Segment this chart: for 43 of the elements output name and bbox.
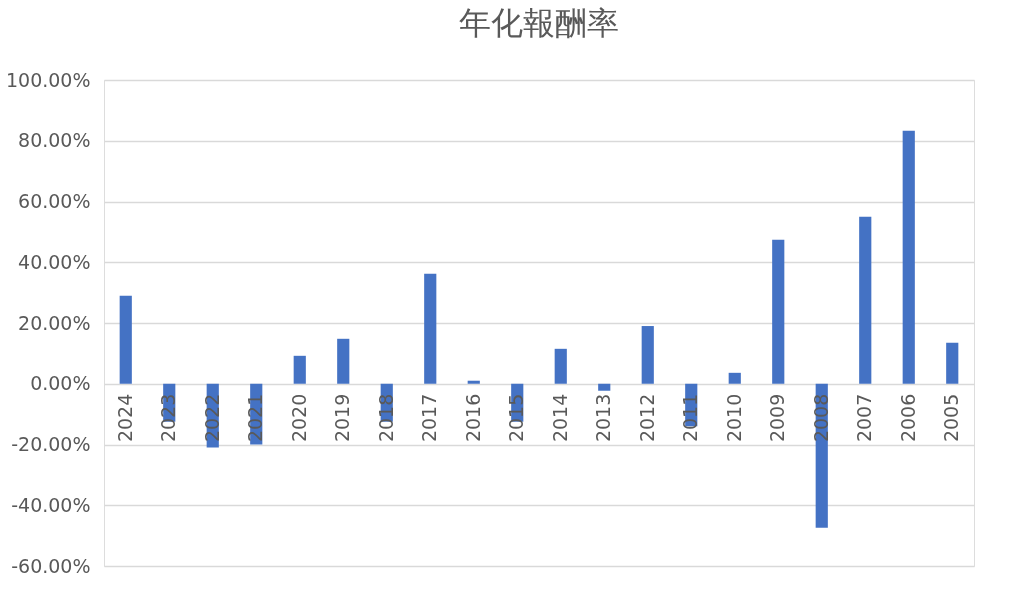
bar (467, 380, 480, 384)
chart-title: 年化報酬率 (459, 4, 619, 42)
x-tick-label: 2009 (766, 393, 789, 443)
y-tick-label: 0.00% (30, 372, 91, 395)
x-tick-label: 2015 (505, 393, 528, 443)
x-tick-label: 2020 (287, 393, 310, 443)
x-tick-label: 2019 (331, 393, 354, 443)
x-tick-label: 2024 (113, 393, 136, 443)
y-tick-label: 20.00% (18, 311, 91, 334)
bar (293, 355, 306, 384)
bar (554, 348, 567, 384)
x-tick-label: 2014 (548, 393, 571, 443)
bar (337, 338, 350, 384)
bar (598, 383, 611, 391)
x-tick-label: 2007 (853, 393, 876, 443)
y-tick-label: 100.00% (5, 68, 91, 91)
x-tick-label: 2010 (722, 393, 745, 443)
bar (859, 216, 872, 384)
x-tick-label: 2021 (244, 393, 267, 443)
bar (728, 372, 741, 384)
bar (946, 342, 959, 384)
x-tick-label: 2013 (592, 393, 615, 443)
x-tick-label: 2012 (635, 393, 658, 443)
y-tick-label: 40.00% (18, 250, 91, 273)
bar (772, 239, 785, 384)
y-tick-label: -60.00% (11, 554, 91, 577)
y-tick-label: 80.00% (18, 129, 91, 152)
x-tick-label: 2017 (418, 393, 441, 443)
y-tick-label: -40.00% (11, 493, 91, 516)
x-tick-label: 2023 (157, 393, 180, 443)
x-tick-label: 2008 (809, 393, 832, 443)
x-tick-label: 2022 (200, 393, 223, 443)
x-tick-label: 2005 (940, 393, 963, 443)
bar (902, 130, 915, 384)
x-tick-label: 2006 (896, 393, 919, 443)
y-tick-label: 60.00% (18, 190, 91, 212)
bar (119, 295, 132, 384)
bar (641, 326, 654, 384)
y-tick-label: -20.00% (11, 433, 91, 455)
x-tick-label: 2011 (679, 393, 702, 443)
x-tick-label: 2018 (374, 393, 397, 443)
x-tick-label: 2016 (461, 393, 484, 443)
bar (424, 273, 437, 384)
